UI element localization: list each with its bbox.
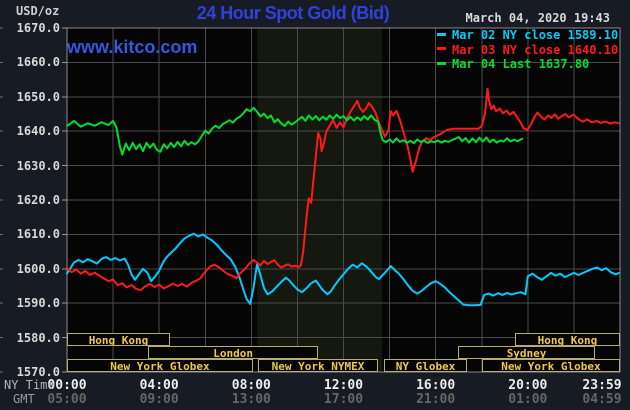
x-axis-label-ny: 12:00 <box>323 378 364 393</box>
legend-item: Mar 03 NY close 1640.10 <box>437 42 619 58</box>
price-line-2 <box>66 106 524 156</box>
session-box-new-york-nymex: New York NYMEX <box>258 359 379 372</box>
y-axis-label: 1640.0 <box>16 124 60 139</box>
y-axis-label: 1650.0 <box>16 89 60 104</box>
legend-label: Mar 02 NY close 1589.10 <box>452 28 619 42</box>
kitco-watermark: www.kitco.com <box>67 37 198 57</box>
x-axis-label-ny: 20:00 <box>508 378 548 393</box>
ny-time-axis-label: NY Time <box>4 378 55 392</box>
legend-dash-icon <box>437 61 446 65</box>
x-axis-label-ny: 08:00 <box>231 378 271 393</box>
x-axis-label-gmt: 13:00 <box>231 392 271 407</box>
gmt-axis-label: GMT <box>13 392 35 406</box>
y-axis-label: 1580.0 <box>16 330 60 345</box>
price-line-0 <box>66 232 621 307</box>
legend-label: Mar 04 Last 1637.80 <box>452 57 590 71</box>
legend-dash-icon <box>437 47 446 50</box>
unit-label: USD/oz <box>16 4 60 18</box>
y-axis-label: 1570.0 <box>16 365 60 379</box>
y-axis-label: 1660.0 <box>16 55 60 70</box>
session-box-london: London <box>148 346 319 359</box>
legend-dash-icon <box>437 32 446 36</box>
y-axis-label: 1590.0 <box>16 296 60 311</box>
x-axis-label-gmt: 17:00 <box>323 392 364 407</box>
x-axis-label-gmt: 04:59 <box>582 392 622 407</box>
legend-label: Mar 03 NY close 1640.10 <box>452 42 619 57</box>
session-box-sydney: Sydney <box>458 346 596 359</box>
page-title: 24 Hour Spot Gold (Bid) <box>196 3 390 23</box>
legend-item: Mar 04 Last 1637.80 <box>437 58 589 72</box>
y-axis-label: 1610.0 <box>16 227 60 242</box>
x-axis-label-gmt: 01:00 <box>508 392 548 407</box>
timestamp: March 04, 2020 19:43 <box>465 11 611 25</box>
session-box-ny-globex: NY Globex <box>384 359 467 372</box>
x-axis-label-gmt: 09:00 <box>139 392 179 407</box>
y-axis-label: 1600.0 <box>16 261 60 276</box>
x-axis-label-ny: 23:59 <box>582 378 622 393</box>
price-line-1 <box>66 87 620 292</box>
x-axis-label-ny: 00:00 <box>47 378 87 393</box>
legend-item: Mar 02 NY close 1589.10 <box>437 29 618 43</box>
session-box-hong-kong: Hong Kong <box>67 333 170 346</box>
session-box-hong-kong: Hong Kong <box>514 333 620 346</box>
x-axis-label-ny: 04:00 <box>139 378 179 393</box>
y-axis-label: 1630.0 <box>16 158 60 173</box>
x-axis-label-gmt: 21:00 <box>416 392 456 407</box>
y-axis-label: 1620.0 <box>16 193 60 207</box>
y-axis-label: 1670.0 <box>16 21 60 35</box>
session-box-new-york-globex: New York Globex <box>481 359 620 372</box>
x-axis-label-gmt: 05:00 <box>47 392 87 407</box>
session-box-new-york-globex: New York Globex <box>67 359 253 372</box>
x-axis-label-ny: 16:00 <box>416 378 456 393</box>
